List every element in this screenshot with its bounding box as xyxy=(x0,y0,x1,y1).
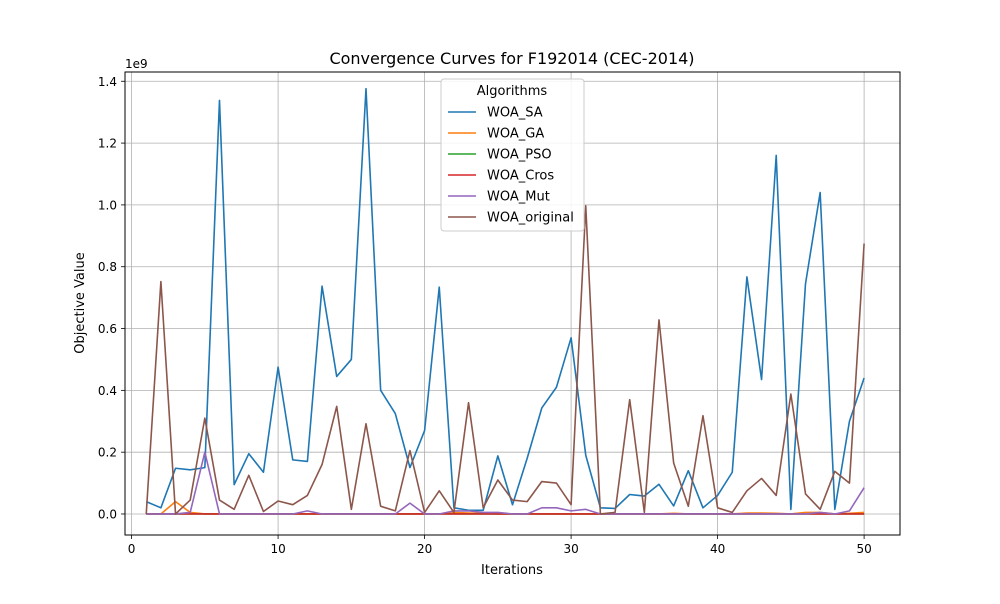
legend-label-woa-sa: WOA_SA xyxy=(487,106,543,121)
x-tick-label: 20 xyxy=(417,542,432,556)
y-tick-label: 0.0 xyxy=(98,507,117,521)
x-tick-label: 40 xyxy=(710,542,725,556)
y-tick-label: 1.2 xyxy=(98,137,117,151)
x-tick-label: 50 xyxy=(856,542,871,556)
x-tick-label: 30 xyxy=(563,542,578,556)
legend-box xyxy=(440,78,585,232)
y-tick-label: 0.6 xyxy=(98,322,117,336)
legend-label-woa-pso: WOA_PSO xyxy=(487,148,552,163)
y-tick-label: 0.4 xyxy=(98,384,117,398)
chart-title: Convergence Curves for F192014 (CEC-2014… xyxy=(329,49,694,68)
series-line-woa-mut xyxy=(146,451,865,515)
y-tick-label: 1.0 xyxy=(98,198,117,212)
y-scale-label: 1e9 xyxy=(125,57,148,71)
series-line-woa-original xyxy=(145,205,865,515)
plot-frame xyxy=(124,71,901,536)
ticks-layer: 0 10 20 30 40 50 0.0 0.2 0.4 0.6 0.8 1.0 1.2 1.4 xyxy=(98,75,872,556)
legend-label-woa-mut: WOA_Mut xyxy=(487,190,550,205)
legend-label-woa-cros: WOA_Cros xyxy=(487,169,554,184)
y-tick-label: 0.2 xyxy=(98,446,117,460)
legend-title: Algorithms xyxy=(477,84,548,99)
y-tick-label: 0.8 xyxy=(98,260,117,274)
legend-items: WOA_SA WOA_GA WOA_PSO WOA_Cros WOA_Mut WOA_or… xyxy=(448,106,574,226)
legend-label-woa-ga: WOA_GA xyxy=(487,127,544,142)
legend: Algorithms WOA_SAWOA_GAWOA_PSOWOA_CrosWO… xyxy=(440,78,585,232)
y-axis-label: Objective Value xyxy=(73,252,88,353)
x-tick-label: 0 xyxy=(128,542,136,556)
legend-label-woa-original: WOA_original xyxy=(487,211,574,226)
x-axis-label: Iterations xyxy=(481,563,543,578)
x-tick-label: 10 xyxy=(270,542,285,556)
series-layer xyxy=(145,87,865,515)
series-line-woa-sa xyxy=(145,87,865,512)
y-tick-label: 1.4 xyxy=(98,75,117,89)
